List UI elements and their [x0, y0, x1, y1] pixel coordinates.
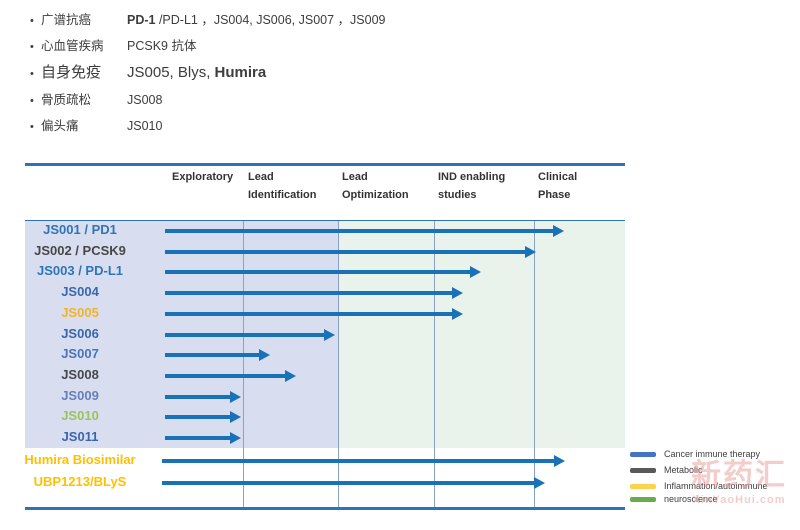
progress-arrow-head-icon: [525, 246, 536, 258]
progress-arrow-shaft: [162, 459, 555, 463]
progress-arrow-shaft: [165, 353, 260, 357]
row-label: JS010: [61, 408, 99, 423]
row-label: JS008: [61, 367, 99, 382]
bullet-line: • 骨质疏松 JS008: [30, 89, 385, 108]
column-header: Lead Optimization: [342, 171, 409, 201]
column-header: Lead Identification: [248, 171, 317, 201]
row-label: Humira Biosimilar: [24, 452, 136, 467]
legend-label: Inflammation/autoimmune: [664, 481, 768, 491]
column-header: IND enabling studies: [438, 171, 506, 201]
progress-arrow-shaft: [165, 270, 471, 274]
legend-swatch-icon: [630, 496, 656, 502]
row-label: JS006: [61, 326, 99, 341]
progress-arrow-shaft: [165, 312, 453, 316]
bullet-line: • 广谱抗癌 PD-1 /PD-L1 ，JS004, JS006, JS007 ，J…: [30, 9, 385, 28]
row-label: JS009: [61, 388, 99, 403]
row-label: JS007: [61, 346, 99, 361]
bullet-line: • 心血管疾病 PCSK9 抗体: [30, 35, 385, 54]
progress-arrow-shaft: [165, 291, 453, 295]
progress-arrow-shaft: [165, 250, 526, 254]
column-header: Clinical Phase: [538, 171, 578, 201]
bullet-line: • 自身免疫 JS005, Blys, Humira: [30, 61, 385, 82]
bullet-term: 心血管疾病: [41, 39, 104, 53]
bullet-term: 广谱抗癌: [41, 13, 92, 27]
legend-label: Cancer immune therapy: [664, 449, 761, 459]
bullet-icon: •: [30, 68, 34, 80]
row-label: JS011: [61, 429, 99, 444]
progress-arrow-head-icon: [285, 370, 296, 382]
bullet-line: • 偏头痛 JS010: [30, 115, 385, 134]
column-header: Exploratory: [172, 171, 234, 183]
progress-arrow-shaft: [165, 333, 325, 337]
progress-arrow-head-icon: [470, 266, 481, 278]
progress-arrow-head-icon: [452, 287, 463, 299]
chart-bottom-rule: [25, 507, 625, 510]
progress-arrow-head-icon: [534, 477, 545, 489]
bullet-value: JS008: [127, 93, 163, 107]
row-label: JS001 / PD1: [43, 222, 117, 237]
progress-arrow-head-icon: [554, 455, 565, 467]
late-phase-background: [338, 221, 625, 448]
progress-arrow-shaft: [165, 229, 554, 233]
bullet-term: 自身免疫: [41, 64, 102, 81]
phase-gridline: [338, 221, 339, 507]
legend-item: Cancer immune therapy: [630, 449, 760, 459]
legend-label: Metabolic: [664, 465, 703, 475]
bullet-icon: •: [30, 121, 34, 133]
bullet-value: PCSK9 抗体: [127, 39, 197, 53]
progress-arrow-head-icon: [230, 411, 241, 423]
progress-arrow-shaft: [162, 481, 535, 485]
progress-arrow-head-icon: [553, 225, 564, 237]
bullet-icon: •: [30, 15, 34, 27]
phase-gridline: [243, 221, 244, 507]
legend-label: neuroscience: [664, 494, 718, 504]
row-label: UBP1213/BLyS: [33, 474, 127, 489]
progress-arrow-shaft: [165, 395, 231, 399]
progress-arrow-head-icon: [452, 308, 463, 320]
progress-arrow-head-icon: [324, 329, 335, 341]
row-label: JS003 / PD-L1: [37, 263, 123, 278]
bullet-term: 骨质疏松: [41, 93, 92, 107]
legend-item: Inflammation/autoimmune: [630, 481, 768, 491]
phase-gridline: [434, 221, 435, 507]
legend-swatch-icon: [630, 451, 656, 457]
bullet-icon: •: [30, 95, 34, 107]
bullet-value: JS010: [127, 119, 163, 133]
progress-arrow-shaft: [165, 415, 231, 419]
body-top-rule: [25, 220, 625, 221]
legend-swatch-icon: [630, 467, 656, 473]
row-label: JS005: [61, 305, 99, 320]
row-label: JS002 / PCSK9: [34, 243, 126, 258]
bullet-term: 偏头痛: [41, 119, 79, 133]
progress-arrow-shaft: [165, 374, 286, 378]
legend-item: neuroscience: [630, 494, 718, 504]
legend-swatch-icon: [630, 483, 656, 489]
legend-item: Metabolic: [630, 465, 703, 475]
bullet-value: JS005, Blys, Humira: [127, 64, 267, 81]
bullet-icon: •: [30, 41, 34, 53]
header-top-rule: [25, 163, 625, 166]
progress-arrow-head-icon: [230, 432, 241, 444]
progress-arrow-head-icon: [230, 391, 241, 403]
progress-arrow-head-icon: [259, 349, 270, 361]
phase-gridline: [534, 221, 535, 507]
row-label: JS004: [61, 284, 99, 299]
indication-bullet-list: • 广谱抗癌 PD-1 /PD-L1 ，JS004, JS006, JS007 ，J…: [30, 9, 385, 141]
bullet-value: PD-1 /PD-L1 ，JS004, JS006, JS007 ，JS009: [127, 13, 386, 27]
progress-arrow-shaft: [165, 436, 231, 440]
